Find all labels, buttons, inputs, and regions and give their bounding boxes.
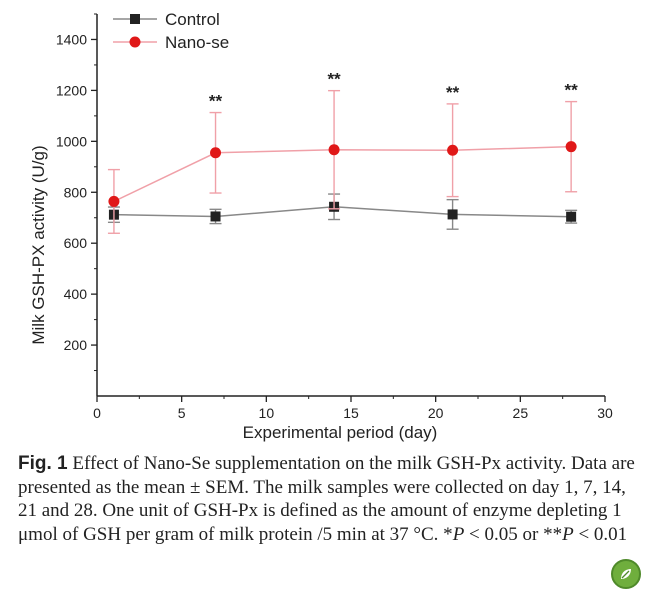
data-point <box>108 195 120 207</box>
y-tick-label: 200 <box>64 337 88 353</box>
x-tick-label: 25 <box>513 405 529 421</box>
data-point <box>210 147 222 159</box>
y-tick-label: 1000 <box>56 133 87 149</box>
caption-text-2: < 0.05 or ** <box>464 523 563 545</box>
significance-label: ** <box>209 92 223 111</box>
y-tick-label: 800 <box>64 184 88 200</box>
legend: Control Nano-se <box>113 10 229 52</box>
y-tick-label: 600 <box>64 235 88 251</box>
figure-label: Fig. 1 <box>18 453 68 474</box>
y-tick-label: 400 <box>64 286 88 302</box>
y-tick-label: 1200 <box>56 82 87 98</box>
caption-text: Effect of Nano-Se supplementation on the… <box>18 453 635 545</box>
ticks: 0 5 10 15 20 25 30 200 400 600 800 1000 1200 1400 <box>56 13 613 421</box>
y-tick-label: 1400 <box>56 31 87 47</box>
x-tick-label: 10 <box>259 405 275 421</box>
figure-caption: Fig. 1 Effect of Nano-Se supplementation… <box>18 452 638 546</box>
x-tick-label: 30 <box>597 405 613 421</box>
significance-label: ** <box>446 83 460 102</box>
x-tick-label: 15 <box>343 405 359 421</box>
leaf-icon <box>611 559 641 589</box>
significance-label: ** <box>327 70 341 89</box>
x-axis-label: Experimental period (day) <box>243 423 438 442</box>
data-point <box>566 211 577 222</box>
series-line <box>113 145 572 203</box>
legend-marker <box>130 14 140 24</box>
series-line <box>113 206 572 218</box>
caption-text-3: < 0.01 <box>573 523 628 545</box>
legend-marker <box>129 36 141 48</box>
p-symbol: P <box>452 523 465 545</box>
data-point <box>210 211 221 222</box>
y-axis-label: Milk GSH-PX activity (U/g) <box>29 145 48 344</box>
data-point <box>328 144 340 156</box>
x-tick-label: 5 <box>178 405 186 421</box>
axes <box>96 14 605 397</box>
x-tick-label: 0 <box>93 405 101 421</box>
data-point <box>447 209 458 220</box>
data-point <box>565 141 577 153</box>
significance-label: ** <box>565 81 579 100</box>
legend-label: Control <box>165 10 220 29</box>
legend-label: Nano-se <box>165 33 229 52</box>
x-tick-label: 20 <box>428 405 444 421</box>
p-symbol-2: P <box>562 523 574 545</box>
series-group: ** ** ** ** <box>107 70 579 234</box>
data-point <box>447 144 459 156</box>
